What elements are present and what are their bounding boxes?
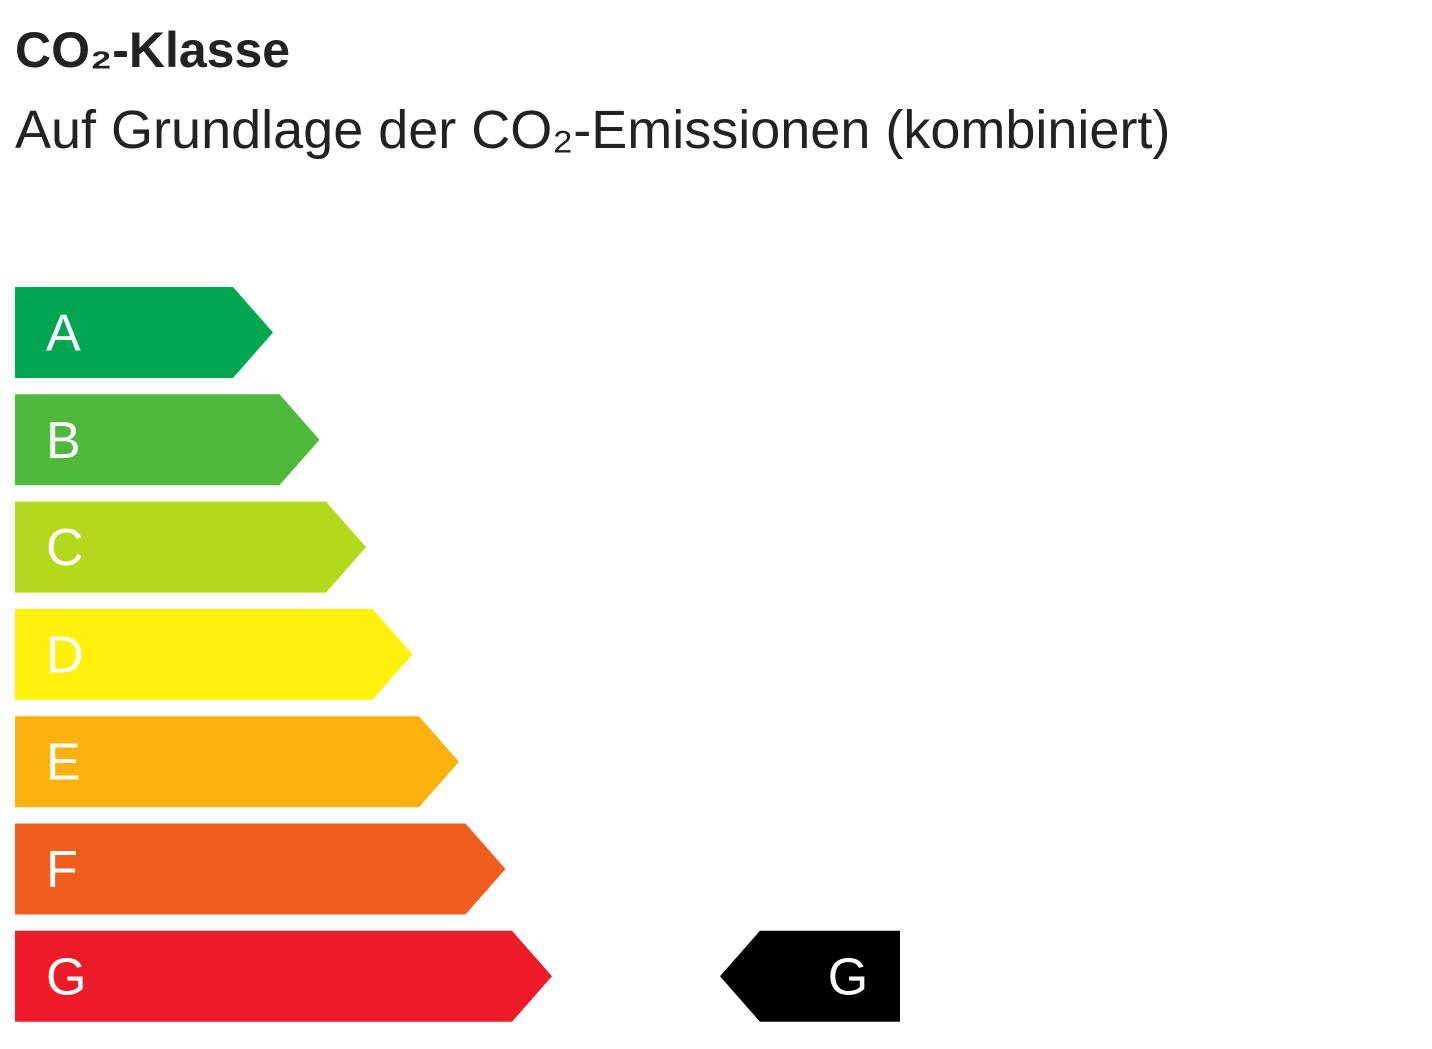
title: CO₂-Klasse <box>15 22 290 78</box>
class-label: F <box>46 841 78 899</box>
class-arrow <box>15 394 320 486</box>
class-label: D <box>46 626 84 684</box>
class-arrow <box>15 501 366 593</box>
class-arrow <box>15 823 506 915</box>
class-label: C <box>46 519 84 577</box>
class-label: E <box>46 734 81 792</box>
class-arrow <box>15 930 552 1022</box>
class-label: G <box>46 948 86 1006</box>
class-label: A <box>46 305 81 363</box>
rating-indicator: G <box>720 930 900 1022</box>
rating-arrow <box>720 930 900 1022</box>
class-arrow <box>15 608 413 700</box>
class-arrow <box>15 716 459 808</box>
subtitle: Auf Grundlage der CO₂-Emissionen (kombin… <box>15 100 1170 160</box>
class-arrow <box>15 287 273 378</box>
rating-label: G <box>828 948 868 1006</box>
class-label: B <box>46 412 81 470</box>
